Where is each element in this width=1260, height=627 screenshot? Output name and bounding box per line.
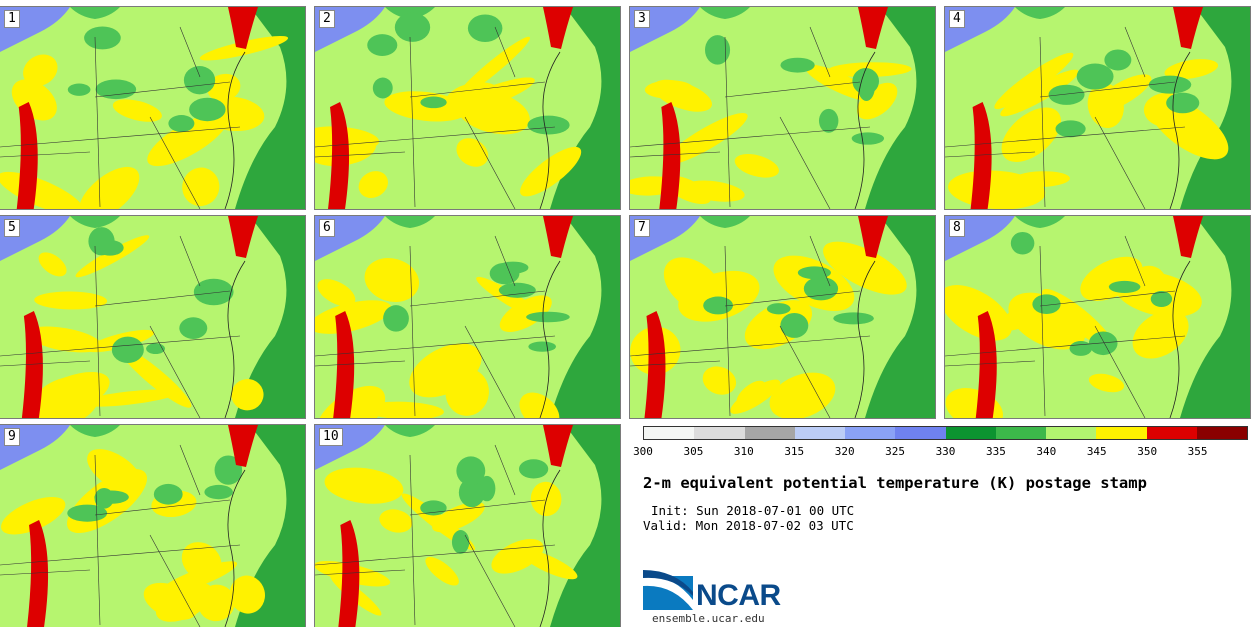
member-label: 8 (949, 219, 965, 237)
colorbar-swatch (945, 427, 996, 439)
colorbar-swatch (1046, 427, 1097, 439)
colorbar-tick: 300 (633, 445, 653, 458)
colorbar-tick: 330 (935, 445, 956, 458)
colorbar-swatch (744, 427, 795, 439)
colorbar-swatch (1146, 427, 1197, 439)
colorbar-swatch (644, 427, 695, 439)
colorbar-swatch (845, 427, 896, 439)
panel-7: 7 (629, 215, 936, 419)
panel-1: 1 (0, 6, 306, 210)
valid-time: Valid: Mon 2018-07-02 03 UTC (643, 518, 854, 533)
colorbar-tick: 325 (885, 445, 906, 458)
map-10 (315, 425, 620, 627)
source-url: ensemble.ucar.edu (652, 612, 765, 625)
map-4 (945, 7, 1250, 209)
map-6 (315, 216, 620, 418)
panel-5: 5 (0, 215, 306, 419)
map-8 (945, 216, 1250, 418)
colorbar-tick: 315 (784, 445, 805, 458)
init-time: Init: Sun 2018-07-01 00 UTC (651, 503, 855, 518)
member-label: 5 (4, 219, 20, 237)
panel-8: 8 (944, 215, 1251, 419)
colorbar-tick: 340 (1036, 445, 1057, 458)
colorbar-tick: 305 (683, 445, 704, 458)
panel-6: 6 (314, 215, 621, 419)
member-label: 10 (319, 428, 343, 446)
colorbar-swatch (1096, 427, 1147, 439)
colorbar-swatch (995, 427, 1046, 439)
map-1 (0, 7, 305, 209)
map-9 (0, 425, 305, 627)
member-label: 6 (319, 219, 335, 237)
colorbar-tick: 335 (985, 445, 1006, 458)
colorbar-tick: 345 (1086, 445, 1107, 458)
ncar-logo-text: NCAR (696, 579, 781, 612)
map-3 (630, 7, 935, 209)
figure-title: 2-m equivalent potential temperature (K)… (643, 474, 1147, 492)
member-label: 4 (949, 10, 965, 28)
member-label: 3 (634, 10, 650, 28)
map-5 (0, 216, 305, 418)
colorbar-swatch (895, 427, 946, 439)
colorbar (643, 426, 1248, 440)
colorbar-tick: 320 (834, 445, 855, 458)
panel-4: 4 (944, 6, 1251, 210)
colorbar-tick: 350 (1137, 445, 1158, 458)
panel-2: 2 (314, 6, 621, 210)
ncar-logo-icon (643, 570, 693, 610)
map-2 (315, 7, 620, 209)
colorbar-swatch (1196, 427, 1247, 439)
panel-10: 10 (314, 424, 621, 627)
colorbar-swatch (794, 427, 845, 439)
colorbar-tick: 355 (1187, 445, 1208, 458)
member-label: 1 (4, 10, 20, 28)
member-label: 7 (634, 219, 650, 237)
member-label: 2 (319, 10, 335, 28)
map-7 (630, 216, 935, 418)
colorbar-tick: 310 (733, 445, 754, 458)
panel-3: 3 (629, 6, 936, 210)
panel-9: 9 (0, 424, 306, 627)
colorbar-ticks: 300 305 310 315 320 325 330 335 340 345 350 355 (633, 445, 1248, 459)
member-label: 9 (4, 428, 20, 446)
colorbar-swatch (694, 427, 745, 439)
